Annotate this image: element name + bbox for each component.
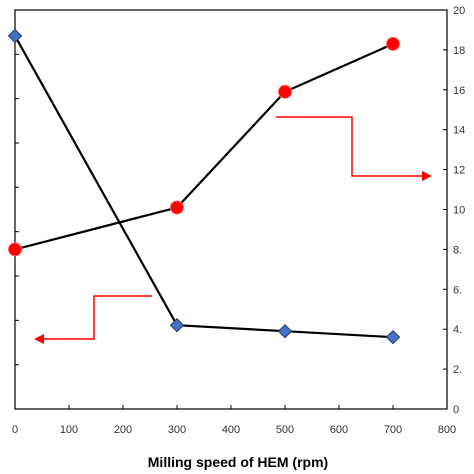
x-axis-tick-label: 600 <box>330 424 348 436</box>
right-axis-tick-label: 16 <box>453 85 465 97</box>
x-axis-tick-label: 300 <box>168 424 186 436</box>
series-right-line <box>14 42 394 251</box>
plot-border <box>14 9 448 410</box>
left-axis-arrow-line <box>42 295 152 340</box>
x-axis-tick-label: 400 <box>222 424 240 436</box>
series-left-line <box>14 35 394 339</box>
x-axis-title: Milling speed of HEM (rpm) <box>148 454 328 470</box>
x-axis-tick-label: 500 <box>276 424 294 436</box>
series-layer <box>7 28 401 345</box>
x-axis-tick-label: 200 <box>114 424 132 436</box>
plot-frame <box>14 9 448 410</box>
right-axis-arrow-head <box>422 171 432 181</box>
right-axis-tick-label: 18 <box>453 45 465 57</box>
right-axis-arrow-line <box>276 116 424 177</box>
x-axis-tick-label: 100 <box>60 424 78 436</box>
x-axis-tick-label: 0 <box>12 424 18 436</box>
series-left-point <box>385 329 401 345</box>
right-axis-tick-label: 14 <box>453 125 465 137</box>
left-axis-ticks <box>15 9 19 410</box>
right-axis-tick-label: 10 <box>453 205 465 217</box>
right-axis-tick-label: 20 <box>453 5 465 17</box>
series-right-point <box>170 200 184 215</box>
right-axis-tick-label: 12 <box>453 165 465 177</box>
right-axis-ticks: 0 2. 4. 6. 8. 10 12 14 16 18 20 <box>443 5 465 416</box>
x-axis-ticks: 0 100 200 300 400 500 600 700 800 <box>12 405 456 436</box>
series-right-point <box>386 36 400 51</box>
series-left-point <box>169 318 185 333</box>
annotation-layer <box>34 116 432 344</box>
right-axis-tick-label: 8. <box>453 244 462 256</box>
right-axis-tick-label: 2. <box>453 364 462 376</box>
series-right-point <box>8 242 22 257</box>
left-axis-arrow-head <box>34 334 44 344</box>
x-axis-tick-label: 800 <box>438 424 456 436</box>
right-axis-tick-label: 6. <box>453 284 462 296</box>
series-left-point <box>7 28 23 44</box>
series-right-point <box>278 84 292 99</box>
right-axis-tick-label: 4. <box>453 324 462 336</box>
right-axis-tick-label: 0 <box>453 404 459 416</box>
series-left-point <box>277 323 293 339</box>
x-axis-tick-label: 700 <box>384 424 402 436</box>
